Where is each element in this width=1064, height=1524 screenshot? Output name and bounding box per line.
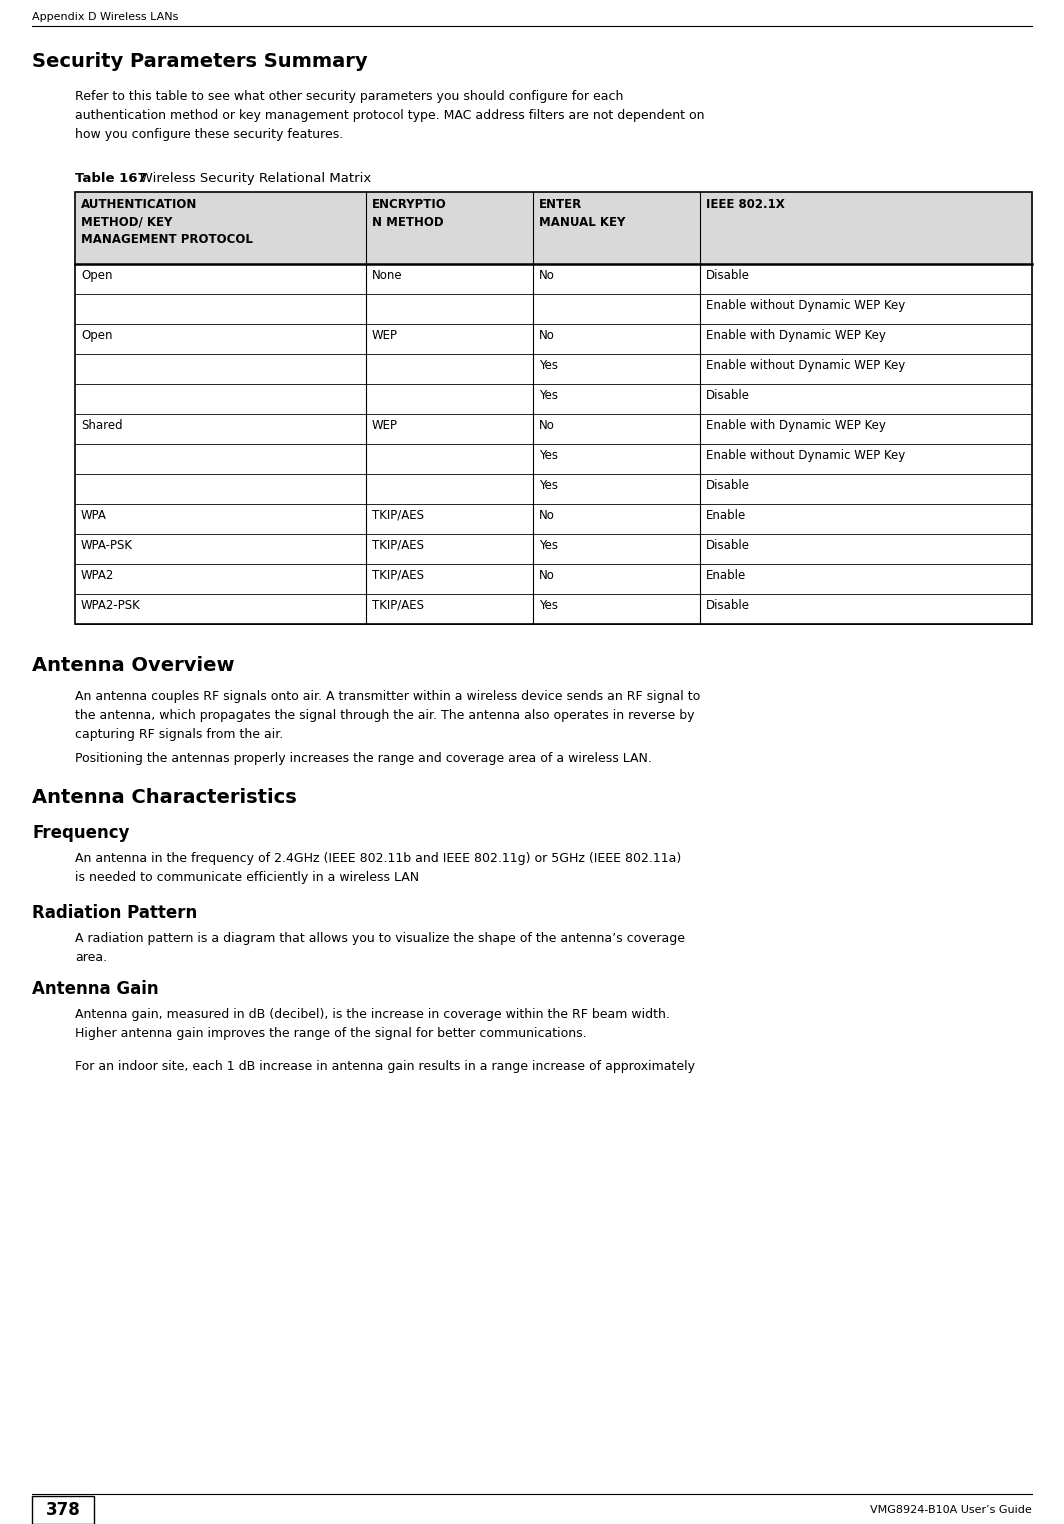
- Text: Positioning the antennas properly increases the range and coverage area of a wir: Positioning the antennas properly increa…: [74, 751, 652, 765]
- Text: WPA-PSK: WPA-PSK: [81, 539, 133, 552]
- Bar: [74, 192, 1032, 264]
- Text: Yes: Yes: [539, 599, 558, 613]
- Text: Radiation Pattern: Radiation Pattern: [32, 904, 197, 922]
- Text: ENCRYPTIO
N METHOD: ENCRYPTIO N METHOD: [372, 198, 447, 229]
- Text: Disable: Disable: [706, 389, 750, 402]
- Text: WEP: WEP: [372, 329, 398, 341]
- Text: Disable: Disable: [706, 479, 750, 492]
- Text: AUTHENTICATION
METHOD/ KEY
MANAGEMENT PROTOCOL: AUTHENTICATION METHOD/ KEY MANAGEMENT PR…: [81, 198, 253, 245]
- Text: IEEE 802.1X: IEEE 802.1X: [706, 198, 785, 210]
- Text: TKIP/AES: TKIP/AES: [372, 599, 423, 613]
- Text: Yes: Yes: [539, 539, 558, 552]
- Text: No: No: [539, 329, 554, 341]
- Text: TKIP/AES: TKIP/AES: [372, 509, 423, 523]
- Text: WPA2-PSK: WPA2-PSK: [81, 599, 140, 613]
- Text: Antenna Characteristics: Antenna Characteristics: [32, 788, 297, 808]
- Text: No: No: [539, 270, 554, 282]
- Text: No: No: [539, 509, 554, 523]
- Text: VMG8924-B10A User’s Guide: VMG8924-B10A User’s Guide: [870, 1506, 1032, 1515]
- Text: Yes: Yes: [539, 479, 558, 492]
- Text: Enable without Dynamic WEP Key: Enable without Dynamic WEP Key: [706, 299, 905, 312]
- Text: Antenna gain, measured in dB (decibel), is the increase in coverage within the R: Antenna gain, measured in dB (decibel), …: [74, 1007, 670, 1039]
- Text: Yes: Yes: [539, 360, 558, 372]
- Text: Appendix D Wireless LANs: Appendix D Wireless LANs: [32, 12, 179, 21]
- Text: A radiation pattern is a diagram that allows you to visualize the shape of the a: A radiation pattern is a diagram that al…: [74, 933, 685, 965]
- Text: Frequency: Frequency: [32, 824, 130, 841]
- Text: Disable: Disable: [706, 599, 750, 613]
- Text: Antenna Overview: Antenna Overview: [32, 655, 234, 675]
- Text: Enable: Enable: [706, 509, 746, 523]
- Text: Enable with Dynamic WEP Key: Enable with Dynamic WEP Key: [706, 419, 886, 431]
- Text: Yes: Yes: [539, 389, 558, 402]
- Bar: [32, 1497, 94, 1524]
- Text: Open: Open: [81, 270, 113, 282]
- Text: No: No: [539, 419, 554, 431]
- Text: Enable with Dynamic WEP Key: Enable with Dynamic WEP Key: [706, 329, 886, 341]
- Text: Open: Open: [81, 329, 113, 341]
- Text: Wireless Security Relational Matrix: Wireless Security Relational Matrix: [127, 172, 371, 184]
- Text: WPA2: WPA2: [81, 568, 114, 582]
- Text: Disable: Disable: [706, 539, 750, 552]
- Text: Disable: Disable: [706, 270, 750, 282]
- Text: No: No: [539, 568, 554, 582]
- Text: ENTER
MANUAL KEY: ENTER MANUAL KEY: [539, 198, 626, 229]
- Text: TKIP/AES: TKIP/AES: [372, 568, 423, 582]
- Text: WEP: WEP: [372, 419, 398, 431]
- Text: Yes: Yes: [539, 450, 558, 462]
- Text: Enable: Enable: [706, 568, 746, 582]
- Text: None: None: [372, 270, 402, 282]
- Text: Antenna Gain: Antenna Gain: [32, 980, 159, 998]
- Text: Enable without Dynamic WEP Key: Enable without Dynamic WEP Key: [706, 450, 905, 462]
- Text: Table 167: Table 167: [74, 172, 147, 184]
- Text: WPA: WPA: [81, 509, 106, 523]
- Text: Refer to this table to see what other security parameters you should configure f: Refer to this table to see what other se…: [74, 90, 704, 142]
- Text: An antenna in the frequency of 2.4GHz (IEEE 802.11b and IEEE 802.11g) or 5GHz (I: An antenna in the frequency of 2.4GHz (I…: [74, 852, 681, 884]
- Text: Security Parameters Summary: Security Parameters Summary: [32, 52, 368, 72]
- Text: An antenna couples RF signals onto air. A transmitter within a wireless device s: An antenna couples RF signals onto air. …: [74, 690, 700, 741]
- Text: Enable without Dynamic WEP Key: Enable without Dynamic WEP Key: [706, 360, 905, 372]
- Bar: [74, 192, 1032, 623]
- Text: TKIP/AES: TKIP/AES: [372, 539, 423, 552]
- Text: 378: 378: [46, 1501, 81, 1519]
- Text: Shared: Shared: [81, 419, 122, 431]
- Text: For an indoor site, each 1 dB increase in antenna gain results in a range increa: For an indoor site, each 1 dB increase i…: [74, 1061, 695, 1073]
